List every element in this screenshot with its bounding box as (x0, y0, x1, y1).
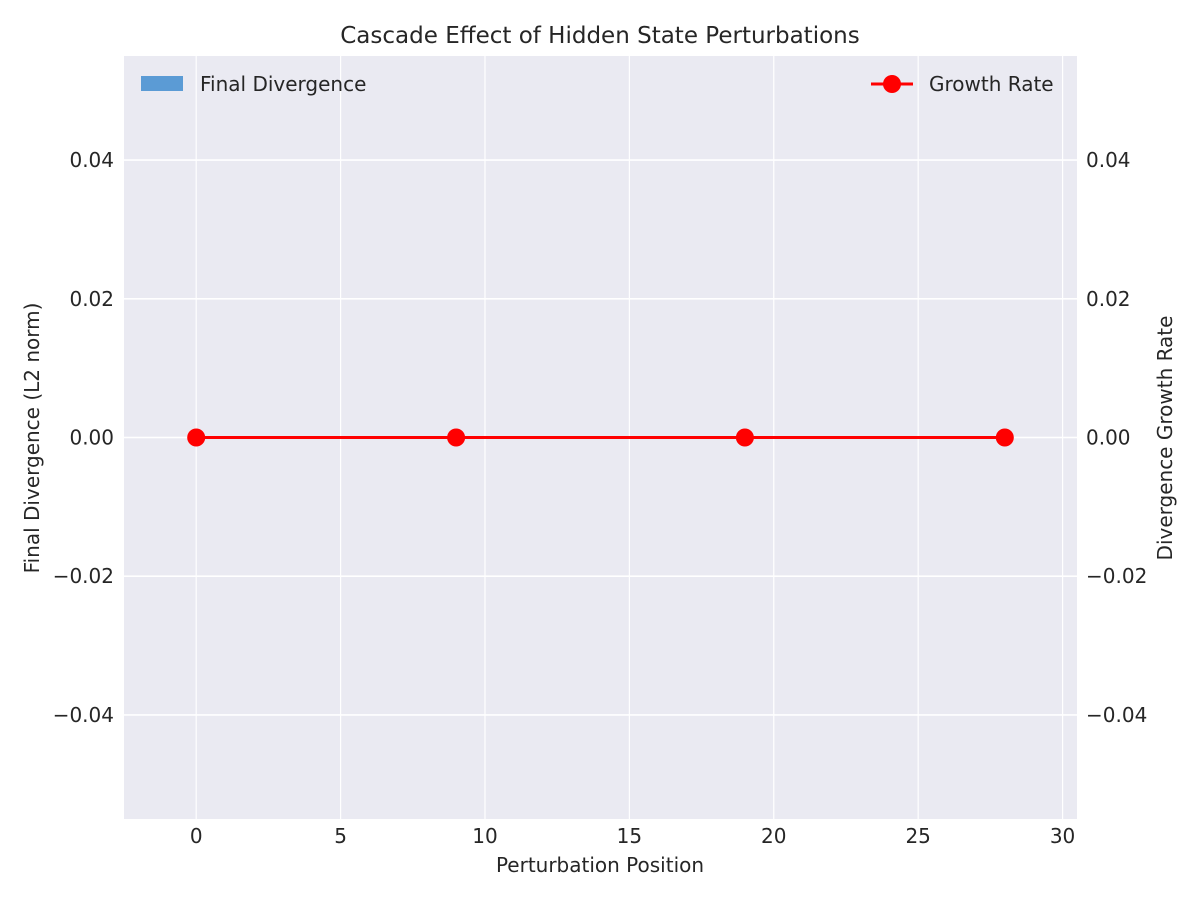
x-axis-label: Perturbation Position (496, 853, 704, 877)
point-growth-rate (187, 428, 206, 447)
legend-left: Final Divergence (141, 72, 366, 96)
x-tick-label: 0 (190, 824, 203, 848)
x-tick-label: 10 (472, 824, 497, 848)
y-axis-label-left: Final Divergence (L2 norm) (20, 303, 44, 574)
line-series (187, 428, 1014, 447)
y-tick-label-left: 0.00 (69, 426, 114, 450)
x-ticks: 0 5 10 15 20 25 30 (190, 824, 1075, 848)
y-tick-label-right: 0.00 (1086, 426, 1131, 450)
point-growth-rate (735, 428, 754, 447)
y-tick-label-left: 0.04 (69, 148, 114, 172)
point-growth-rate (447, 428, 466, 447)
x-tick-label: 15 (617, 824, 642, 848)
y-tick-label-right: −0.04 (1086, 703, 1147, 727)
chart-title: Cascade Effect of Hidden State Perturbat… (340, 23, 859, 49)
x-tick-label: 5 (334, 824, 347, 848)
y-axis-label-right: Divergence Growth Rate (1153, 316, 1177, 561)
x-tick-label: 25 (905, 824, 930, 848)
y-tick-label-right: 0.02 (1086, 287, 1131, 311)
legend-marker-growth-rate (883, 75, 901, 93)
point-growth-rate (995, 428, 1014, 447)
x-tick-label: 30 (1050, 824, 1075, 848)
legend-label-final-divergence: Final Divergence (200, 72, 366, 96)
y-ticks-left: −0.04 −0.02 0.00 0.02 0.04 (53, 148, 114, 727)
y-tick-label-right: −0.02 (1086, 564, 1147, 588)
legend-label-growth-rate: Growth Rate (929, 72, 1054, 96)
y-tick-label-right: 0.04 (1086, 148, 1131, 172)
y-ticks-right: −0.04 −0.02 0.00 0.02 0.04 (1086, 148, 1147, 727)
x-tick-label: 20 (761, 824, 786, 848)
legend-right: Growth Rate (871, 72, 1054, 96)
y-tick-label-left: −0.02 (53, 564, 114, 588)
y-tick-label-left: −0.04 (53, 703, 114, 727)
y-tick-label-left: 0.02 (69, 287, 114, 311)
legend-swatch-final-divergence (141, 76, 183, 91)
